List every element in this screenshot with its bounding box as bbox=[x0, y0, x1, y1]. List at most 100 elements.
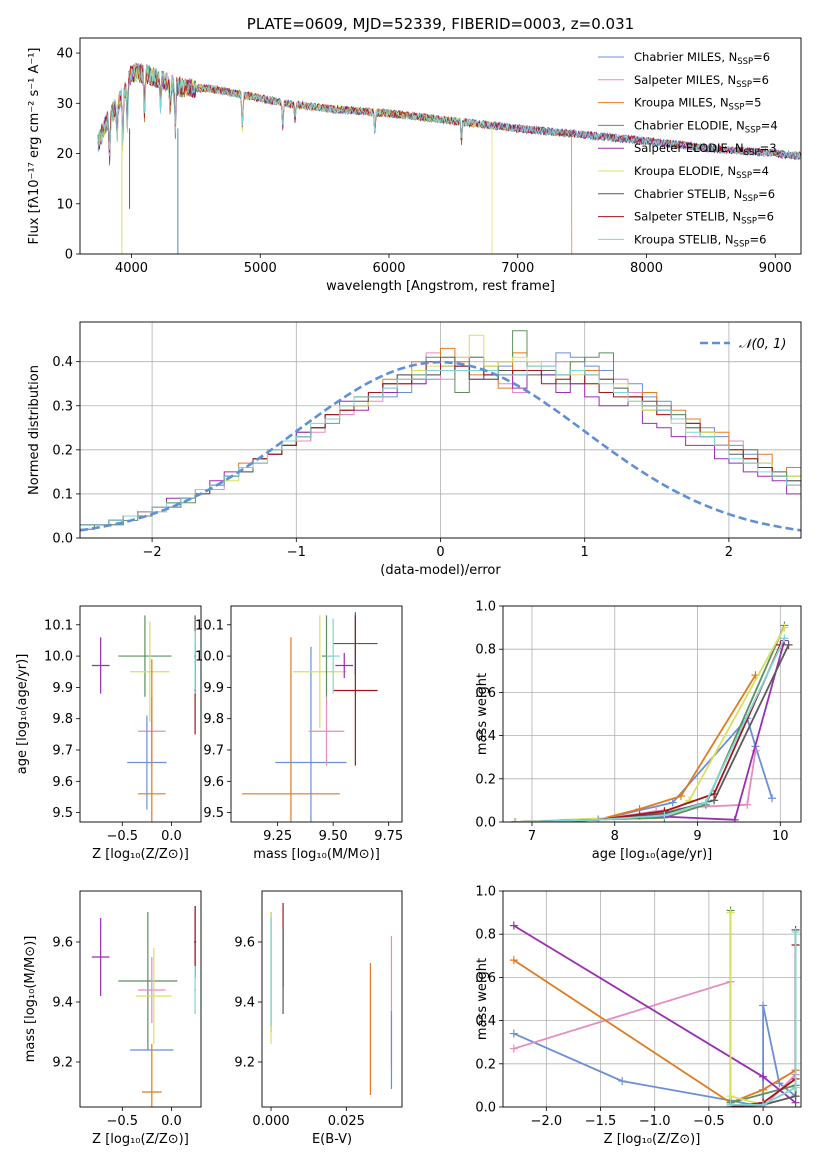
series-line bbox=[515, 627, 786, 822]
y-tick-label: 0.8 bbox=[475, 643, 496, 658]
y-tick-label: 0.8 bbox=[475, 928, 496, 943]
data-point-marker bbox=[726, 1100, 735, 1107]
x-tick-label: −0.5 bbox=[107, 1114, 139, 1129]
errorbar-kroupa-elodie bbox=[293, 615, 347, 729]
y-tick-label: 9.8 bbox=[203, 712, 224, 727]
x-tick-label: 9.75 bbox=[374, 829, 403, 844]
x-axis-label: wavelength [Angstrom, rest frame] bbox=[326, 279, 555, 294]
x-tick-label: −1 bbox=[287, 545, 306, 560]
data-point-marker bbox=[618, 1077, 627, 1086]
y-tick-label: 9.7 bbox=[52, 744, 73, 759]
axes-frame bbox=[261, 890, 403, 1108]
y-tick-label: 9.6 bbox=[52, 936, 73, 951]
data-point-marker bbox=[676, 792, 685, 801]
y-tick-label: 0.4 bbox=[475, 729, 496, 744]
series-line bbox=[730, 932, 797, 1106]
axes-spectrum: 4000 5000 6000 7000 8000 9000 0 10 20 30 40 wavelen… bbox=[27, 15, 802, 294]
axes-frame bbox=[79, 37, 802, 255]
x-axis-label: E(B-V) bbox=[312, 1132, 352, 1147]
series-chabrier-elodie bbox=[511, 621, 789, 822]
series-line bbox=[513, 959, 797, 1104]
axes-residuals: −2 −1 0 1 2 0.0 0.1 0.2 0.3 0.4 (data-model)/error… bbox=[27, 321, 802, 578]
x-tick-label: 7000 bbox=[501, 261, 534, 276]
series-salpeter-elodie bbox=[635, 636, 789, 822]
x-tick-label: 10 bbox=[772, 829, 789, 844]
spectrum-line-salpeter-stelib bbox=[97, 64, 801, 160]
legend-entry-normal: 𝒩(0, 1) bbox=[739, 337, 786, 352]
axes-frame bbox=[79, 321, 802, 539]
y-tick-label: 40 bbox=[56, 47, 73, 62]
plot-area bbox=[242, 612, 378, 822]
y-tick-label: 0.4 bbox=[475, 1014, 496, 1029]
data-point-marker bbox=[780, 634, 789, 643]
x-tick-label: −2 bbox=[143, 545, 162, 560]
data-point-marker bbox=[511, 818, 520, 822]
plot-area bbox=[509, 906, 800, 1107]
y-tick-label: 1.0 bbox=[475, 885, 496, 900]
data-point-marker bbox=[759, 1085, 768, 1094]
data-point-marker bbox=[743, 800, 752, 809]
errorbar-kroupa-miles bbox=[242, 637, 340, 822]
legend-entry-chabrier-miles: Chabrier MILES, NSSP=6 bbox=[634, 50, 770, 67]
y-tick-label: 20 bbox=[56, 147, 73, 162]
series-kroupa-stelib bbox=[511, 634, 789, 822]
y-axis-label: mass weight bbox=[475, 673, 490, 755]
x-tick-label: 0.0 bbox=[161, 1114, 182, 1129]
errorbar-salpeter-miles bbox=[138, 957, 166, 1023]
y-tick-label: 0 bbox=[65, 248, 73, 263]
axes-massweight_vs_age: 7 8 9 10 0.0 0.2 0.4 0.6 0.8 1.0 age [log₁₀(age/yr… bbox=[475, 600, 802, 862]
y-axis-label: mass [log₁₀(M/M⊙)] bbox=[23, 936, 38, 1063]
axes-mass_vs_Z: −0.5 0.0 9.2 9.4 9.6 Z [log₁₀(Z/Z⊙)] mass [log… bbox=[23, 890, 202, 1147]
legend-entry-chabrier-elodie: Chabrier ELODIE, NSSP=4 bbox=[634, 118, 778, 135]
series-line bbox=[515, 644, 790, 822]
y-tick-label: 10.0 bbox=[44, 650, 73, 665]
x-tick-label: −1.5 bbox=[585, 1114, 617, 1129]
errorbar-salpeter-elodie bbox=[335, 652, 354, 678]
errorbar-chabrier-elodie bbox=[118, 912, 178, 1050]
legend-entry-salpeter-elodie: Salpeter ELODIE, NSSP=3 bbox=[634, 141, 777, 158]
plot-area bbox=[270, 903, 393, 1095]
plot-area bbox=[80, 330, 801, 532]
data-point-marker bbox=[780, 623, 789, 632]
y-tick-label: 9.2 bbox=[234, 1056, 255, 1071]
plot-area bbox=[97, 61, 801, 254]
x-tick-label: −1.0 bbox=[639, 1114, 671, 1129]
series-salpeter-stelib bbox=[511, 640, 785, 822]
x-axis-label: Z [log₁₀(Z/Z⊙)] bbox=[604, 1132, 701, 1147]
legend-entry-salpeter-miles: Salpeter MILES, NSSP=6 bbox=[634, 73, 769, 90]
data-point-marker bbox=[768, 794, 777, 803]
x-tick-label: 8000 bbox=[630, 261, 663, 276]
x-tick-label: 9.25 bbox=[263, 829, 292, 844]
y-tick-label: 10 bbox=[56, 197, 73, 212]
x-axis-label: Z [log₁₀(Z/Z⊙)] bbox=[92, 847, 189, 862]
data-point-marker bbox=[509, 921, 518, 930]
y-tick-label: 0.6 bbox=[475, 686, 496, 701]
gaussian-curve bbox=[80, 360, 801, 532]
x-tick-label: −0.5 bbox=[107, 829, 139, 844]
axes-frame bbox=[502, 890, 802, 1108]
data-point-marker bbox=[730, 815, 739, 822]
x-tick-label: 6000 bbox=[372, 261, 405, 276]
x-tick-label: 1 bbox=[581, 545, 589, 560]
y-tick-label: 0.2 bbox=[475, 1057, 496, 1072]
axes-frame bbox=[79, 890, 202, 1108]
data-point-marker bbox=[759, 1072, 768, 1081]
plot-area bbox=[511, 621, 793, 822]
y-tick-label: 9.2 bbox=[52, 1056, 73, 1071]
y-tick-label: 9.4 bbox=[234, 996, 255, 1011]
series-chabrier-miles bbox=[511, 714, 777, 822]
x-tick-label: 2 bbox=[725, 545, 733, 560]
data-point-marker bbox=[759, 1001, 768, 1010]
axes-age_vs_Z: −0.5 0.0 9.5 9.6 9.7 9.8 9.9 10.0 10.1 Z [log₁₀(Z… bbox=[15, 605, 202, 862]
x-tick-label: 8 bbox=[611, 829, 619, 844]
y-tick-label: 30 bbox=[56, 97, 73, 112]
errorbar-kroupa-miles bbox=[138, 659, 166, 822]
x-tick-label: 4000 bbox=[115, 261, 148, 276]
series-kroupa-miles bbox=[511, 671, 760, 822]
data-point-marker bbox=[660, 811, 669, 820]
x-tick-label: 9.50 bbox=[319, 829, 348, 844]
x-tick-label: −0.5 bbox=[693, 1114, 725, 1129]
spectrum-line-kroupa-stelib bbox=[97, 62, 801, 161]
axes-frame bbox=[230, 605, 403, 823]
